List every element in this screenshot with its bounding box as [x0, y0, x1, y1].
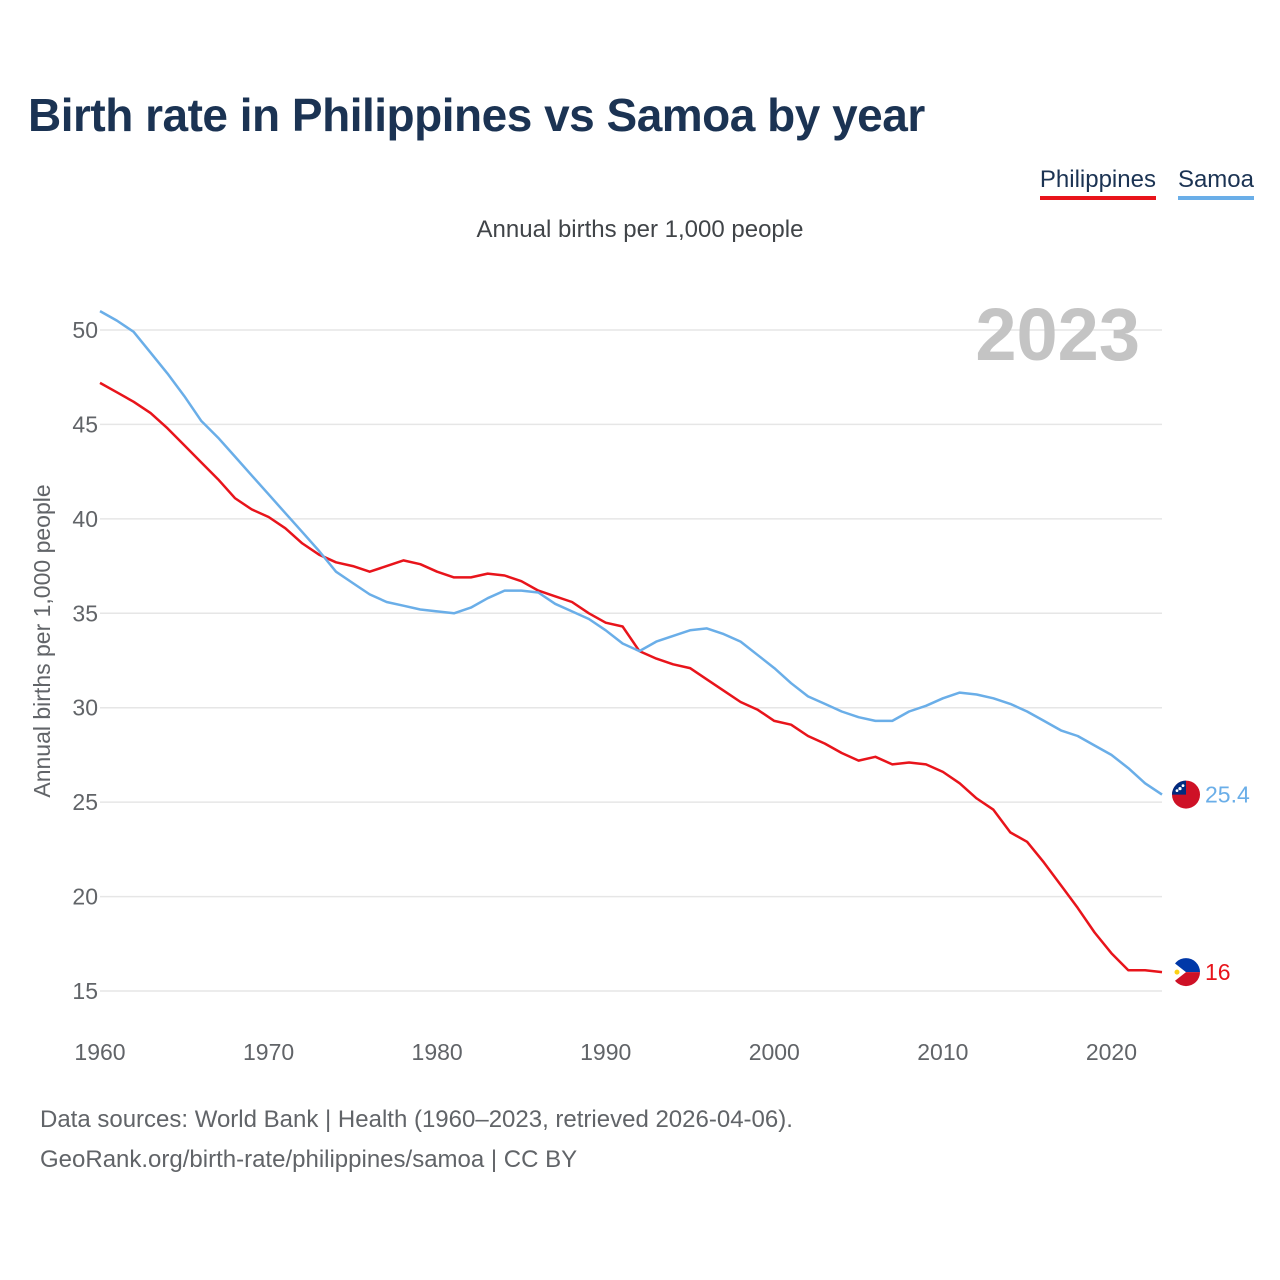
y-tick-label: 40 [72, 506, 98, 532]
samoa-flag-star [1181, 784, 1185, 787]
y-tick-label: 35 [72, 600, 98, 626]
y-tick-label: 20 [72, 884, 98, 910]
x-tick-label: 1990 [580, 1039, 631, 1065]
legend-item-philippines[interactable]: Philippines [1039, 166, 1156, 200]
x-tick-label: 1960 [74, 1039, 125, 1065]
chart-subtitle: Annual births per 1,000 people [476, 216, 804, 243]
legend-item-samoa[interactable]: Samoa [1177, 166, 1254, 200]
end-label-philippines: 16 [1205, 959, 1231, 985]
philippines-flag-sun [1174, 969, 1180, 975]
y-tick-label: 25 [72, 789, 98, 815]
x-tick-label: 2010 [917, 1039, 968, 1065]
y-tick-label: 50 [72, 317, 98, 343]
gridlines [100, 329, 1162, 992]
end-label-samoa: 25.4 [1205, 782, 1250, 808]
series-lines [99, 310, 1163, 974]
x-tick-label: 1980 [412, 1039, 463, 1065]
legend: Philippines Samoa [1039, 166, 1254, 200]
end-markers: 16 25.4 [1172, 780, 1250, 987]
x-tick-label: 2020 [1086, 1039, 1137, 1065]
chart-title: Birth rate in Philippines vs Samoa by ye… [28, 89, 925, 141]
year-watermark: 2023 [975, 293, 1140, 376]
samoa-flag-star [1178, 786, 1182, 791]
x-axis-ticks: 1960 1970 1980 1990 2000 2010 2020 [74, 1039, 1137, 1065]
samoa-flag-star [1175, 789, 1179, 792]
y-axis-label: Annual births per 1,000 people [29, 484, 55, 797]
series-line-samoa [99, 310, 1163, 796]
footer-sources: Data sources: World Bank | Health (1960–… [40, 1106, 793, 1133]
x-tick-label: 1970 [243, 1039, 294, 1065]
y-tick-label: 45 [72, 411, 98, 437]
y-tick-label: 15 [72, 978, 98, 1004]
x-tick-label: 2000 [749, 1039, 800, 1065]
line-chart: 15 20 25 30 35 40 45 50 1960 1970 1980 1990 2000 201… [29, 293, 1250, 1065]
philippines-flag-icon [1172, 958, 1200, 987]
samoa-flag-icon [1172, 780, 1200, 809]
y-tick-label: 30 [72, 695, 98, 721]
footer-url[interactable]: GeoRank.org/birth-rate/philippines/samoa… [40, 1146, 578, 1173]
series-line-philippines [99, 381, 1163, 974]
y-axis-ticks: 15 20 25 30 35 40 45 50 [72, 317, 98, 1004]
